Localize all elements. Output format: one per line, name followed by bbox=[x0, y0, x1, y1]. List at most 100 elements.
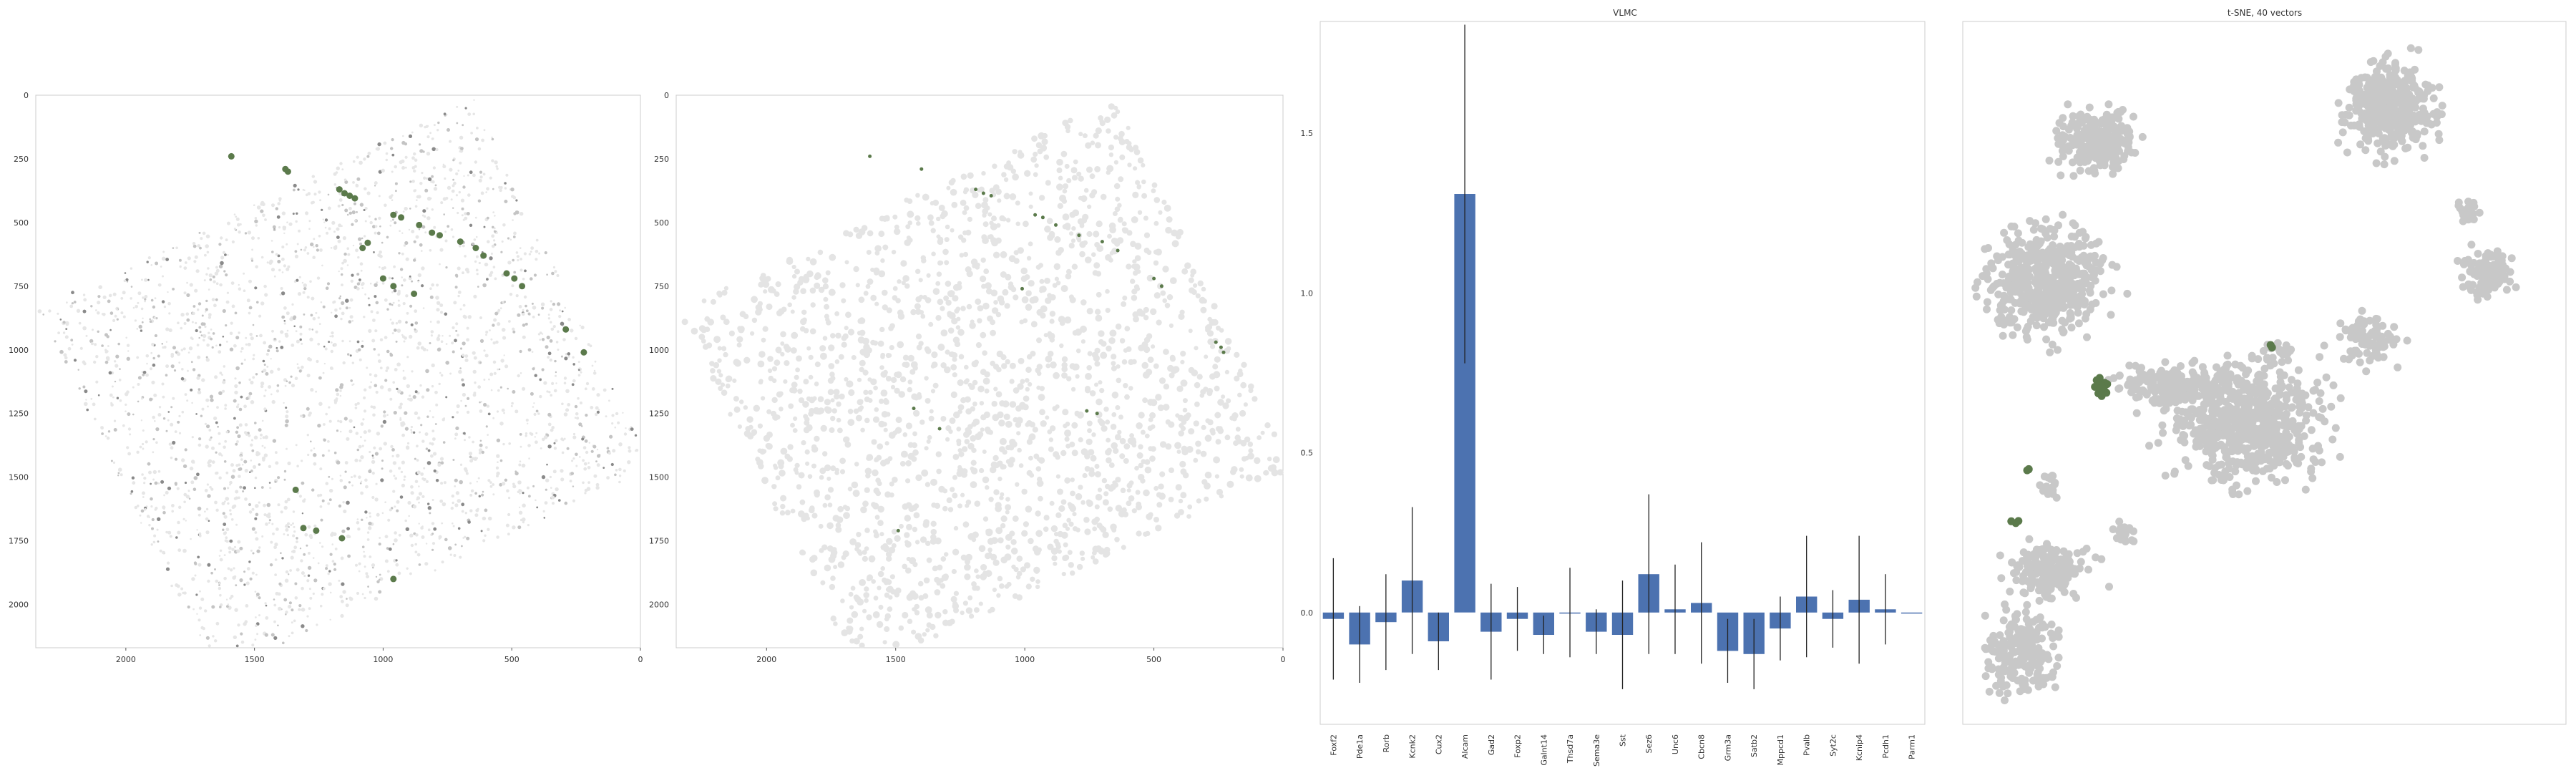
background-point bbox=[462, 354, 465, 357]
background-point bbox=[372, 225, 376, 229]
background-point bbox=[454, 339, 457, 343]
background-point bbox=[972, 379, 978, 386]
background-point bbox=[160, 480, 165, 484]
highlighted-point bbox=[519, 283, 526, 290]
background-point bbox=[198, 437, 202, 441]
background-point bbox=[552, 302, 556, 306]
background-point bbox=[346, 247, 350, 251]
background-point bbox=[805, 516, 810, 521]
background-point bbox=[1201, 479, 1208, 485]
background-point bbox=[400, 423, 404, 427]
background-point bbox=[1018, 463, 1024, 468]
background-point bbox=[399, 495, 404, 499]
background-point bbox=[972, 531, 979, 538]
background-point bbox=[544, 501, 548, 505]
background-point bbox=[534, 374, 537, 377]
background-point bbox=[285, 419, 289, 424]
background-point bbox=[418, 228, 421, 230]
background-point bbox=[363, 157, 366, 161]
background-point bbox=[1133, 166, 1138, 171]
background-point bbox=[561, 451, 565, 454]
background-point bbox=[401, 232, 404, 234]
background-point bbox=[1089, 192, 1096, 199]
highlighted-point bbox=[896, 528, 900, 533]
background-point bbox=[356, 591, 360, 595]
background-point bbox=[132, 481, 136, 485]
y-tick-label: 1000 bbox=[9, 346, 29, 355]
background-point bbox=[347, 253, 351, 256]
background-point bbox=[997, 476, 1002, 482]
background-point bbox=[537, 313, 540, 316]
background-point bbox=[928, 321, 934, 327]
background-point bbox=[414, 457, 416, 460]
background-point bbox=[1108, 462, 1115, 468]
highlighted-point bbox=[1054, 223, 1058, 227]
background-point bbox=[486, 404, 490, 408]
background-point bbox=[351, 476, 353, 479]
background-point bbox=[486, 187, 489, 191]
background-point bbox=[605, 415, 608, 418]
background-point bbox=[487, 516, 492, 521]
background-point bbox=[982, 197, 989, 203]
background-point bbox=[847, 409, 854, 414]
background-point bbox=[431, 385, 434, 388]
background-point bbox=[935, 315, 942, 321]
background-point bbox=[1064, 477, 1071, 484]
background-point bbox=[1012, 515, 1019, 522]
background-point bbox=[547, 356, 550, 359]
background-point bbox=[306, 407, 310, 411]
background-point bbox=[1028, 538, 1034, 545]
background-point bbox=[467, 520, 471, 524]
background-point bbox=[844, 260, 849, 265]
background-point bbox=[962, 210, 967, 215]
background-point bbox=[1204, 434, 1212, 442]
background-point bbox=[937, 564, 943, 571]
background-point bbox=[143, 482, 146, 485]
background-point bbox=[150, 497, 153, 501]
background-point bbox=[338, 307, 342, 310]
background-point bbox=[426, 388, 430, 392]
background-point bbox=[391, 321, 394, 325]
background-point bbox=[1085, 438, 1093, 445]
background-point bbox=[500, 359, 504, 363]
background-point bbox=[930, 520, 937, 527]
background-point bbox=[866, 250, 872, 255]
background-point bbox=[252, 465, 257, 470]
background-point bbox=[982, 237, 989, 244]
background-point bbox=[260, 209, 264, 213]
background-point bbox=[364, 220, 367, 223]
background-point bbox=[1211, 303, 1218, 310]
background-point bbox=[71, 302, 74, 305]
background-point bbox=[1115, 477, 1121, 483]
background-point bbox=[396, 454, 400, 458]
background-point bbox=[95, 309, 97, 311]
background-point bbox=[993, 386, 998, 392]
background-point bbox=[530, 392, 534, 396]
background-point bbox=[415, 235, 419, 239]
background-point bbox=[383, 442, 387, 446]
background-point bbox=[992, 454, 999, 462]
background-point bbox=[932, 288, 940, 296]
background-point bbox=[391, 332, 394, 335]
background-point bbox=[963, 379, 969, 385]
background-point bbox=[791, 331, 799, 339]
background-point bbox=[924, 446, 929, 451]
background-point bbox=[208, 288, 210, 291]
background-point bbox=[427, 528, 431, 532]
background-point bbox=[718, 386, 723, 392]
background-point bbox=[473, 238, 477, 241]
background-point bbox=[1089, 173, 1096, 180]
background-point bbox=[962, 251, 969, 258]
background-point bbox=[999, 583, 1005, 589]
background-point bbox=[225, 497, 230, 501]
background-point bbox=[402, 302, 406, 306]
background-point bbox=[501, 408, 505, 412]
background-point bbox=[1226, 398, 1231, 404]
background-point bbox=[532, 306, 537, 310]
background-point bbox=[842, 550, 849, 558]
background-point bbox=[219, 344, 222, 346]
background-point bbox=[533, 402, 535, 404]
background-point bbox=[460, 147, 464, 150]
background-point bbox=[1239, 474, 1244, 479]
background-point bbox=[1215, 439, 1221, 445]
